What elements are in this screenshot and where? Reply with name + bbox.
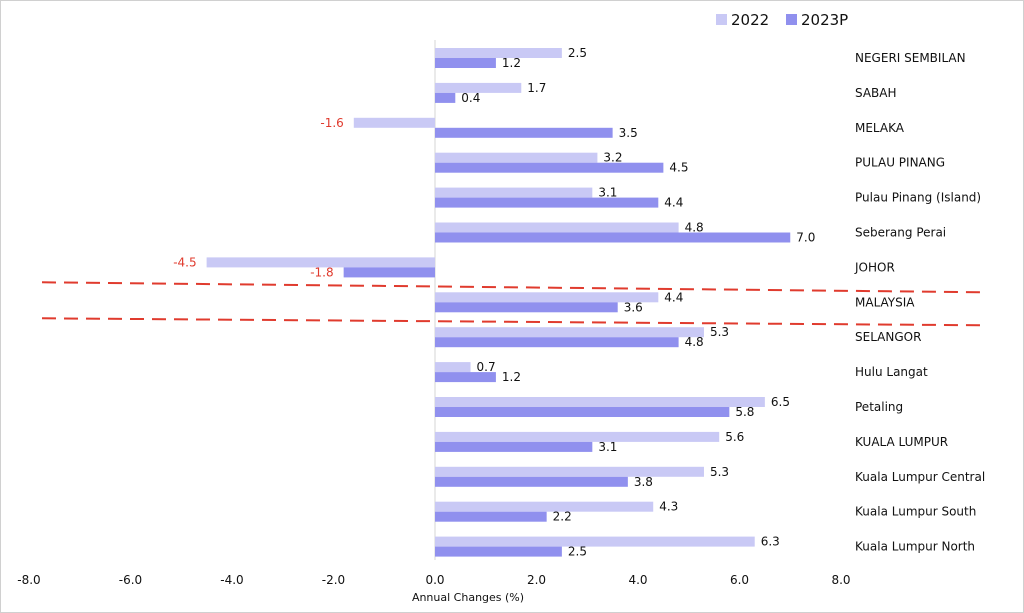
data-label: 0.4 <box>461 91 480 105</box>
data-label: 2.5 <box>568 545 587 559</box>
category-label: NEGERI SEMBILAN <box>855 51 966 65</box>
data-label: 4.5 <box>669 161 688 175</box>
bar-2023p <box>435 232 791 243</box>
data-label: 4.8 <box>685 221 704 235</box>
x-tick-label: 6.0 <box>730 573 749 587</box>
x-tick-label: 2.0 <box>527 573 546 587</box>
bar-2023p <box>435 441 593 452</box>
x-tick-label: 4.0 <box>628 573 647 587</box>
data-label: 5.3 <box>710 325 729 339</box>
data-label: 5.3 <box>710 465 729 479</box>
data-label: 3.5 <box>619 126 638 140</box>
bar-2023p <box>435 302 618 313</box>
bar-2023p <box>435 407 730 417</box>
data-label: 4.3 <box>659 500 678 514</box>
data-label: 7.0 <box>796 231 815 245</box>
highlight-line-bottom <box>41 317 986 327</box>
bar-2022 <box>435 466 704 477</box>
x-tick-label: -6.0 <box>119 573 142 587</box>
data-label: 2.5 <box>568 46 587 60</box>
bar-2022 <box>435 82 522 93</box>
data-label: 3.1 <box>598 440 617 454</box>
bar-2022 <box>435 48 562 58</box>
data-label: 3.1 <box>598 186 617 200</box>
data-label: -1.8 <box>310 265 333 279</box>
category-label: KUALA LUMPUR <box>855 435 948 449</box>
category-label: Kuala Lumpur North <box>855 540 975 554</box>
data-label: 5.8 <box>735 405 754 419</box>
bar-2022 <box>435 292 659 303</box>
category-label: SABAH <box>855 86 897 100</box>
data-label: -1.6 <box>320 116 343 130</box>
x-tick-label: -8.0 <box>17 573 40 587</box>
bar-2022 <box>353 117 435 128</box>
data-label: 1.7 <box>527 81 546 95</box>
category-label: Petaling <box>855 400 903 414</box>
category-label: MELAKA <box>855 121 905 135</box>
bar-2022 <box>435 152 598 163</box>
data-label: 4.4 <box>664 290 683 304</box>
x-tick-label: -2.0 <box>322 573 345 587</box>
data-label: 1.2 <box>502 370 521 384</box>
bar-2023p <box>435 546 562 557</box>
legend-label-2023p: 2023P <box>801 11 848 29</box>
data-label: -4.5 <box>173 255 196 269</box>
bar-2022 <box>435 222 679 233</box>
data-label: 3.6 <box>624 300 643 314</box>
data-label: 0.7 <box>477 360 496 374</box>
category-label: Seberang Perai <box>855 226 946 240</box>
category-label: Hulu Langat <box>855 365 928 379</box>
bar-2023p <box>435 162 664 173</box>
category-label: Kuala Lumpur Central <box>855 470 985 484</box>
data-label: 3.2 <box>603 151 622 165</box>
bar-2022 <box>435 187 593 198</box>
bar-2022 <box>435 501 654 512</box>
x-tick-label: -4.0 <box>220 573 243 587</box>
data-label: 5.6 <box>725 430 744 444</box>
bar-2023p <box>435 337 679 348</box>
data-label: 6.5 <box>771 395 790 409</box>
bar-2023p <box>435 197 659 208</box>
category-label: PULAU PINANG <box>855 156 945 170</box>
bar-2022 <box>435 397 765 407</box>
legend-swatch-2022 <box>716 14 727 25</box>
x-tick-label: 8.0 <box>831 573 850 587</box>
bar-2023p <box>435 58 496 68</box>
category-label: Pulau Pinang (Island) <box>855 191 981 205</box>
category-label: MALAYSIA <box>855 295 915 309</box>
data-label: 3.8 <box>634 475 653 489</box>
bar-2022 <box>435 431 720 442</box>
legend-swatch-2023p <box>786 14 797 25</box>
data-label: 2.2 <box>553 510 572 524</box>
bar-2023p <box>435 476 628 487</box>
x-tick-label: 0.0 <box>425 573 444 587</box>
highlight-line-top <box>41 281 986 294</box>
data-label: 4.8 <box>685 335 704 349</box>
data-label: 1.2 <box>502 56 521 70</box>
data-label: 6.3 <box>761 535 780 549</box>
bar-2023p <box>435 127 613 138</box>
category-label: SELANGOR <box>855 330 921 344</box>
legend-label-2022: 2022 <box>731 11 769 29</box>
bar-2023p <box>343 267 435 278</box>
category-label: Kuala Lumpur South <box>855 505 976 519</box>
x-axis-label: Annual Changes (%) <box>412 591 524 604</box>
bar-2022 <box>435 362 471 373</box>
bar-2022 <box>435 327 704 338</box>
bar-2022 <box>435 536 755 547</box>
category-label: JOHOR <box>854 260 895 274</box>
bar-2023p <box>435 511 547 522</box>
bar-2022 <box>206 257 435 268</box>
bar-2023p <box>435 92 456 103</box>
data-label: 4.4 <box>664 196 683 210</box>
bar-2023p <box>435 372 496 383</box>
